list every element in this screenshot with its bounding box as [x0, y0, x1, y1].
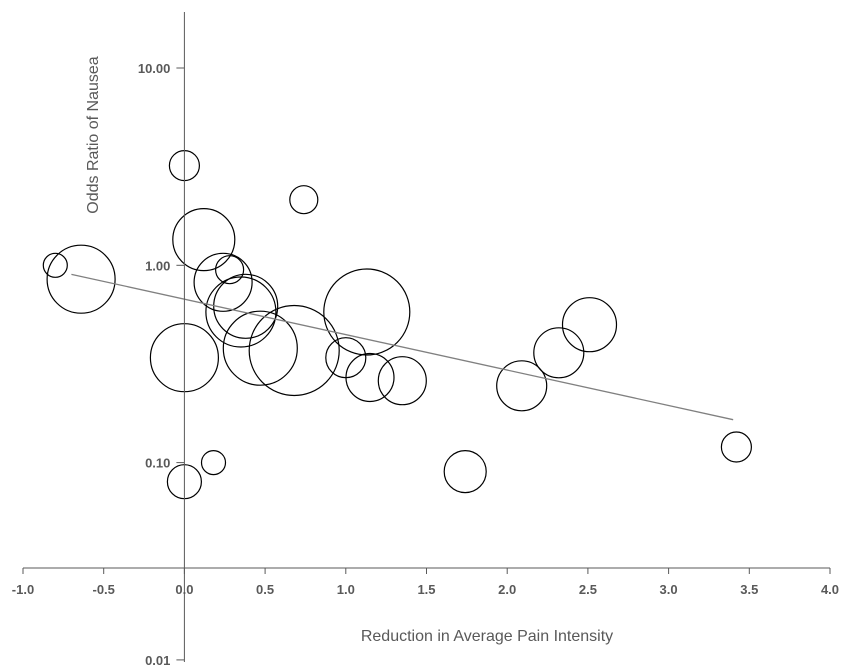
- x-tick-label: 2.5: [579, 582, 597, 597]
- bubble-14: [346, 354, 394, 402]
- bubble-13: [326, 338, 366, 378]
- trendline: [71, 274, 733, 419]
- bubble-1: [47, 245, 115, 313]
- bubble-11: [249, 306, 339, 396]
- bubble-19: [444, 451, 486, 493]
- bubble-15: [378, 357, 426, 405]
- y-tick-label: 1.00: [145, 258, 170, 273]
- x-tick-label: 3.0: [660, 582, 678, 597]
- y-tick-label: 10.00: [138, 61, 171, 76]
- x-tick-label: 1.5: [417, 582, 435, 597]
- y-tick-label: 0.10: [145, 456, 170, 471]
- bubble-10: [223, 311, 297, 385]
- x-tick-label: -1.0: [12, 582, 34, 597]
- bubble-18: [563, 298, 617, 352]
- x-tick-label: 2.0: [498, 582, 516, 597]
- x-tick-label: 0.0: [175, 582, 193, 597]
- bubble-22: [721, 432, 751, 462]
- x-tick-label: 0.5: [256, 582, 274, 597]
- x-tick-label: 3.5: [740, 582, 758, 597]
- x-tick-label: 4.0: [821, 582, 839, 597]
- y-tick-label: 0.01: [145, 653, 170, 668]
- x-axis-title: Reduction in Average Pain Intensity: [361, 628, 613, 645]
- x-axis-ticks: -1.0 -0.5 0.0 0.5 1.0 1.5 2.0 2.5 3.0 3.5 4.0: [12, 568, 839, 597]
- bubble-7: [214, 274, 278, 338]
- bubble-4: [290, 186, 318, 214]
- bubble-17: [534, 328, 584, 378]
- x-tick-label: 1.0: [337, 582, 355, 597]
- x-tick-label: -0.5: [92, 582, 114, 597]
- y-axis-title: Odds Ratio of Nausea: [85, 56, 102, 214]
- bubble-20: [202, 451, 226, 475]
- bubble-series: [43, 151, 751, 499]
- bubble-12: [324, 269, 410, 355]
